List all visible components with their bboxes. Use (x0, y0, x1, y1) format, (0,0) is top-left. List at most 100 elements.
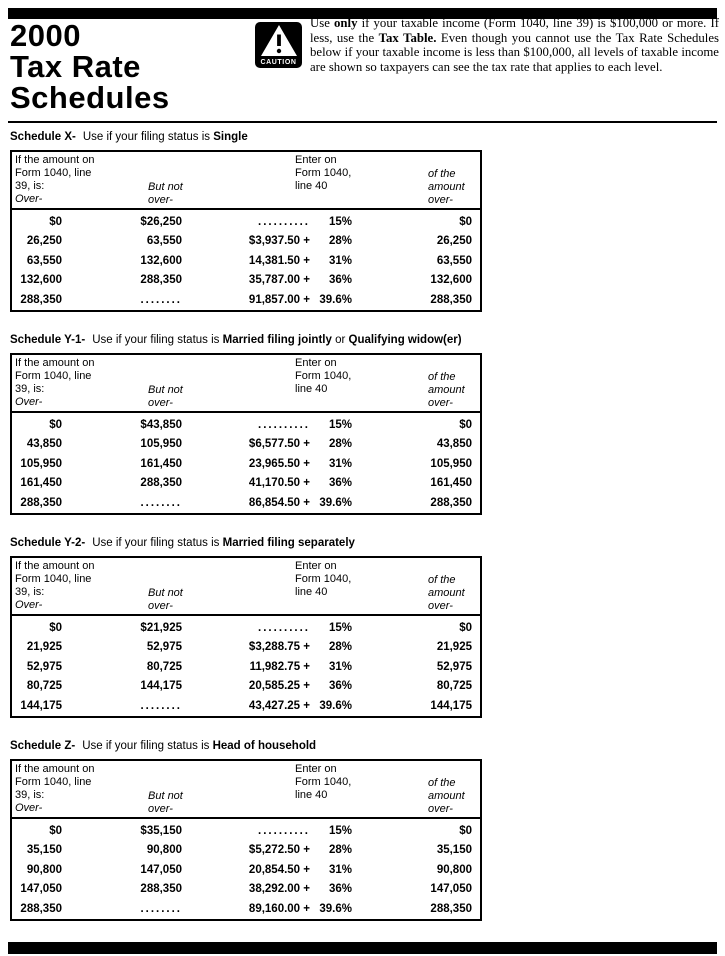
cell-but-not-over: $35,150 (140, 824, 182, 837)
schedule-use-text: Use if your filing status is Head of hou… (82, 740, 316, 752)
schedule-section: Schedule Z- Use if your filing status is … (10, 740, 482, 921)
col-amount-header: If the amount on Form 1040, line 39, is:… (15, 154, 95, 206)
cell-over: $0 (49, 621, 62, 634)
intro-emphasis: only (334, 16, 358, 30)
cell-over: $0 (49, 824, 62, 837)
bracket-row: 52,975 80,725 11,982.75 + 31% 52,975 (12, 657, 480, 677)
schedule-heading: Schedule Y-1- Use if your filing status i… (10, 334, 482, 347)
intro-text: Use (310, 16, 335, 30)
header-line: of the (428, 168, 456, 180)
use-text: or (331, 334, 349, 346)
bracket-row: 80,725 144,175 20,585.25 + 36% 80,725 (12, 677, 480, 697)
cell-over: 80,725 (26, 680, 62, 693)
cell-of-amount-over: 144,175 (430, 699, 472, 712)
header-line: But not (148, 384, 183, 396)
cell-rate: 36% (328, 274, 352, 287)
cell-rate: 36% (328, 477, 352, 490)
header-line: Enter on (295, 763, 337, 775)
cell-over: 43,850 (26, 438, 62, 451)
use-text: Use if your filing status is (82, 131, 214, 143)
cell-of-amount-over: 90,800 (436, 863, 472, 876)
bracket-row: 132,600 288,350 35,787.00 + 36% 132,600 (12, 271, 480, 291)
cell-base: $3,937.50 + (248, 235, 310, 248)
masthead-line-3: Schedules (10, 80, 170, 115)
header-line: of the (428, 777, 456, 789)
schedule-label: Schedule Y-1- (10, 334, 86, 346)
cell-but-not-over: 288,350 (140, 274, 182, 287)
header-line: line 40 (295, 789, 328, 801)
cell-of-amount-over: 105,950 (430, 457, 472, 470)
cell-of-amount-over: $0 (459, 215, 472, 228)
cell-but-not-over: 90,800 (146, 844, 182, 857)
cell-base: 86,854.50 + (248, 496, 310, 509)
use-text: Use if your filing status is (82, 740, 213, 752)
header-line: Enter on (295, 560, 337, 572)
schedule-table: If the amount on Form 1040, line 39, is:… (10, 759, 482, 921)
col-enter-on-header: Enter on Form 1040, line 40 (295, 357, 351, 396)
filing-status: Head of household (212, 740, 317, 752)
cell-base: 23,965.50 + (248, 457, 310, 470)
cell-over: 63,550 (26, 254, 62, 267)
header-line: Enter on (295, 357, 337, 369)
col-enter-on-header: Enter on Form 1040, line 40 (295, 560, 351, 599)
cell-over: 35,150 (26, 844, 62, 857)
header-line: line 40 (295, 586, 328, 598)
cell-rate: 28% (328, 438, 352, 451)
cell-base: 20,585.25 + (248, 680, 310, 693)
filing-status: Married filing jointly (222, 334, 332, 346)
schedule-label: Schedule Y-2- (10, 537, 86, 549)
bracket-row: 288,350........ 89,160.00 + 39.6% 288,350 (12, 899, 480, 919)
cell-base: 35,787.00 + (248, 274, 310, 287)
header-line: over- (428, 600, 453, 612)
cell-of-amount-over: 288,350 (430, 293, 472, 306)
bracket-row: 144,175........ 43,427.25 + 39.6% 144,175 (12, 696, 480, 716)
masthead-line-2: Tax Rate (10, 49, 141, 84)
col-but-not-over-header: But not over- (148, 384, 183, 410)
header-line: Form 1040, line (15, 370, 92, 382)
use-text: Use if your filing status is (92, 334, 223, 346)
header-line: Form 1040, (295, 573, 352, 585)
cell-over: 288,350 (20, 293, 62, 306)
header-line: 39, is: (15, 586, 45, 598)
header-line: 39, is: (15, 383, 45, 395)
bracket-row: 105,950 161,450 23,965.50 + 31% 105,950 (12, 454, 480, 474)
table-header: If the amount on Form 1040, line 39, is:… (12, 152, 480, 210)
schedule-use-text: Use if your filing status is Single (83, 131, 248, 143)
schedule-use-text: Use if your filing status is Married fil… (92, 334, 461, 346)
schedule-section: Schedule Y-1- Use if your filing status i… (10, 334, 482, 515)
cell-over: 21,925 (26, 641, 62, 654)
filing-status: Qualifying widow(er) (348, 334, 462, 346)
cell-of-amount-over: 147,050 (430, 883, 472, 896)
cell-but-not-over: 147,050 (140, 863, 182, 876)
cell-rate: 31% (328, 457, 352, 470)
header-line: But not (148, 181, 183, 193)
cell-but-not-over: $43,850 (140, 418, 182, 431)
bracket-row: 35,150 90,800 $5,272.50 + 28% 35,150 (12, 841, 480, 861)
cell-but-not-over: 63,550 (146, 235, 182, 248)
cell-of-amount-over: 52,975 (436, 660, 472, 673)
cell-of-amount-over: 132,600 (430, 274, 472, 287)
bracket-row: 147,050 288,350 38,292.00 + 36% 147,050 (12, 880, 480, 900)
header-line: Form 1040, (295, 370, 352, 382)
cell-rate: 15% (328, 418, 352, 431)
col-enter-on-header: Enter on Form 1040, line 40 (295, 763, 351, 802)
table-body: $0 $43,850.......... 15% $0 43,850 105,950 $6,… (12, 413, 480, 513)
bracket-row: 21,925 52,975 $3,288.75 + 28% 21,925 (12, 638, 480, 658)
col-of-amount-over-header: of the amount over- (428, 777, 465, 816)
header-line: If the amount on (15, 560, 95, 572)
header-line: over- (148, 194, 173, 206)
filing-status: Married filing separately (222, 537, 355, 549)
header-line: over- (428, 194, 453, 206)
header-line: line 40 (295, 383, 328, 395)
intro-paragraph: Use only if your taxable income (Form 10… (310, 16, 719, 74)
cell-base: .......... (258, 621, 310, 634)
col-but-not-over-header: But not over- (148, 587, 183, 613)
cell-over: $0 (49, 418, 62, 431)
schedule-heading: Schedule Z- Use if your filing status is … (10, 740, 482, 753)
cell-over: 288,350 (20, 496, 62, 509)
table-header: If the amount on Form 1040, line 39, is:… (12, 355, 480, 413)
cell-base: 89,160.00 + (248, 902, 310, 915)
cell-base: .......... (258, 418, 310, 431)
cell-base: 20,854.50 + (248, 863, 310, 876)
